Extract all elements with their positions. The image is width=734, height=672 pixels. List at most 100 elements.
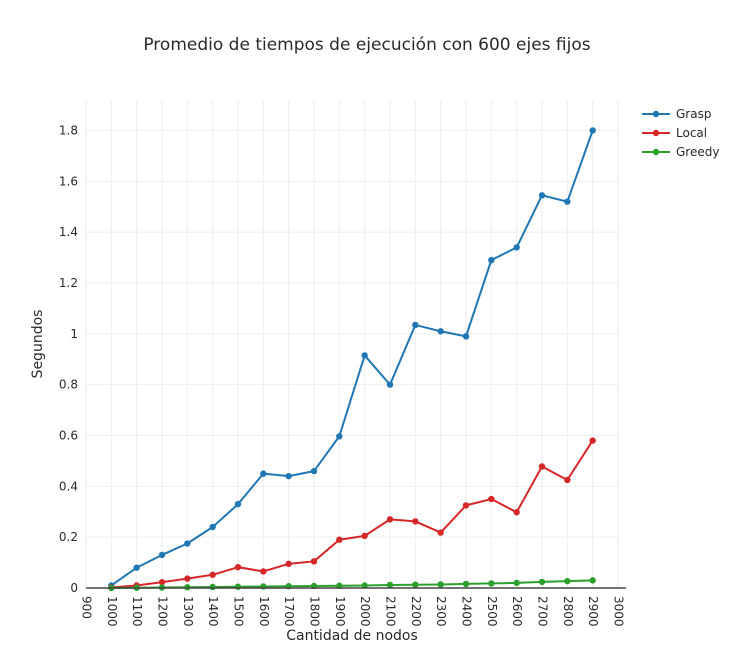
series-line-local: [110, 439, 594, 589]
data-point-greedy[interactable]: [361, 582, 368, 589]
data-point-grasp[interactable]: [336, 433, 343, 440]
x-tick-label: 1600: [257, 596, 271, 627]
legend-marker-grasp: [652, 110, 660, 118]
data-point-greedy[interactable]: [462, 580, 470, 588]
x-tick-label: 2900: [586, 596, 600, 627]
y-axis-ticks: 0 0.2 0.4 0.6 0.8 1 1.2 1.4 1.6 1.8: [59, 124, 78, 596]
x-tick-label: 2200: [409, 596, 423, 627]
data-point-grasp[interactable]: [234, 500, 242, 508]
data-point-grasp[interactable]: [412, 321, 419, 329]
y-tick-label: 1.6: [59, 174, 78, 188]
series-line-greedy: [110, 579, 594, 589]
series-greedy: [108, 577, 596, 592]
data-point-greedy[interactable]: [234, 583, 242, 590]
chart-title: Promedio de tiempos de ejecución con 600…: [143, 35, 590, 55]
data-point-greedy[interactable]: [538, 578, 546, 586]
data-point-grasp[interactable]: [310, 467, 318, 475]
data-point-grasp[interactable]: [488, 256, 495, 264]
y-tick-label: 0.4: [59, 479, 78, 493]
data-point-greedy[interactable]: [488, 580, 495, 587]
data-point-local[interactable]: [589, 437, 596, 444]
legend-label-grasp: Grasp: [676, 107, 711, 121]
x-tick-label: 2000: [358, 596, 372, 627]
data-point-greedy[interactable]: [564, 577, 571, 585]
y-tick-label: 1.2: [59, 276, 78, 290]
data-point-local[interactable]: [336, 536, 343, 543]
data-point-local[interactable]: [209, 571, 216, 578]
data-point-grasp[interactable]: [285, 472, 292, 480]
data-point-local[interactable]: [488, 495, 495, 503]
data-point-local[interactable]: [285, 560, 292, 568]
x-tick-label: 900: [80, 596, 94, 619]
data-point-grasp[interactable]: [513, 244, 520, 251]
data-point-local[interactable]: [234, 563, 242, 571]
data-point-grasp[interactable]: [260, 470, 267, 477]
y-tick-label: 0.2: [59, 530, 78, 544]
y-tick-label: 1.8: [59, 124, 78, 138]
x-tick-label: 1200: [156, 596, 170, 627]
x-tick-label: 2300: [434, 596, 448, 627]
data-point-grasp[interactable]: [133, 564, 140, 571]
legend-marker-greedy: [652, 148, 660, 156]
legend-item-local[interactable]: Local: [642, 126, 707, 140]
x-axis-ticks: 900 1000 1100 1200 1300 1400 1500 1600 1700 1800 1…: [80, 596, 626, 627]
data-point-greedy[interactable]: [589, 577, 596, 584]
x-tick-label: 2600: [510, 596, 524, 627]
data-point-greedy[interactable]: [437, 581, 444, 588]
data-point-local[interactable]: [564, 476, 571, 484]
data-point-grasp[interactable]: [462, 333, 470, 340]
legend[interactable]: Grasp Local Greedy: [642, 107, 719, 159]
legend-item-greedy[interactable]: Greedy: [642, 145, 719, 159]
x-tick-label: 1300: [181, 596, 195, 627]
data-point-local[interactable]: [361, 532, 368, 540]
data-point-grasp[interactable]: [361, 352, 368, 359]
data-point-local[interactable]: [513, 509, 520, 516]
data-point-greedy[interactable]: [209, 583, 216, 591]
data-point-greedy[interactable]: [412, 581, 419, 588]
data-point-local[interactable]: [462, 502, 470, 509]
data-point-local[interactable]: [260, 568, 267, 575]
data-point-local[interactable]: [184, 575, 191, 582]
x-tick-label: 1800: [308, 596, 322, 627]
y-tick-label: 0.8: [59, 378, 78, 392]
data-point-grasp[interactable]: [589, 127, 596, 134]
data-point-grasp[interactable]: [437, 328, 444, 335]
data-point-grasp[interactable]: [184, 540, 191, 547]
x-tick-label: 2500: [485, 596, 499, 627]
grid-lines: [85, 100, 619, 588]
legend-label-greedy: Greedy: [676, 145, 719, 159]
y-tick-label: 0.6: [59, 429, 78, 443]
x-tick-label: 1100: [130, 596, 144, 627]
data-point-greedy[interactable]: [184, 584, 191, 591]
x-tick-label: 2800: [561, 596, 575, 627]
data-point-grasp[interactable]: [538, 192, 546, 199]
x-tick-label: 1700: [282, 596, 296, 627]
x-tick-label: 1000: [105, 596, 119, 627]
y-tick-label: 1.4: [59, 225, 78, 239]
x-tick-label: 2700: [536, 596, 550, 627]
data-point-local[interactable]: [386, 516, 394, 523]
data-point-greedy[interactable]: [513, 579, 520, 587]
data-point-local[interactable]: [437, 529, 444, 536]
legend-item-grasp[interactable]: Grasp: [642, 107, 711, 121]
x-tick-label: 3000: [612, 596, 626, 627]
data-point-grasp[interactable]: [209, 523, 216, 531]
data-point-local[interactable]: [310, 558, 318, 565]
legend-label-local: Local: [676, 126, 707, 140]
x-tick-label: 1400: [206, 596, 220, 627]
data-point-local[interactable]: [412, 518, 419, 525]
legend-marker-local: [652, 129, 660, 137]
data-point-local[interactable]: [158, 578, 166, 586]
x-axis-label: Cantidad de nodos: [286, 628, 418, 644]
data-point-grasp[interactable]: [564, 198, 571, 205]
data-point-grasp[interactable]: [158, 551, 166, 559]
data-point-grasp[interactable]: [386, 381, 394, 388]
data-point-greedy[interactable]: [386, 581, 394, 589]
data-point-local[interactable]: [538, 463, 546, 470]
x-tick-label: 1500: [232, 596, 246, 627]
y-tick-label: 1: [70, 327, 78, 341]
y-tick-label: 0: [70, 581, 78, 595]
series-grasp: [108, 127, 596, 589]
